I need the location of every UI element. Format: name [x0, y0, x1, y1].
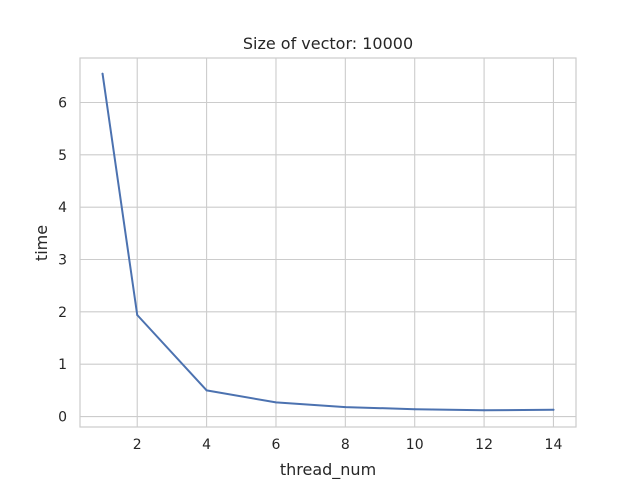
y-axis-label: time	[32, 225, 51, 261]
series-layer	[101, 72, 555, 412]
grid-lines	[80, 58, 576, 427]
data-point	[483, 409, 486, 412]
chart-title: Size of vector: 10000	[243, 34, 413, 53]
data-point	[344, 406, 347, 409]
y-tick-label: 1	[58, 357, 67, 373]
data-point	[274, 401, 277, 404]
y-tick-label: 6	[58, 95, 67, 111]
x-tick-label: 4	[202, 437, 211, 453]
x-tick-label: 12	[475, 437, 493, 453]
data-point	[552, 408, 555, 411]
data-point	[205, 389, 208, 392]
x-axis-label: thread_num	[280, 460, 376, 480]
x-tick-labels: 2 4 6 8 10 12 14	[133, 437, 563, 453]
x-tick-label: 2	[133, 437, 142, 453]
y-tick-label: 5	[58, 148, 67, 164]
y-tick-label: 4	[58, 200, 67, 216]
y-tick-labels: 0 1 2 3 4 5 6	[58, 95, 67, 425]
data-point	[136, 313, 139, 316]
data-point	[413, 408, 416, 411]
x-tick-label: 8	[341, 437, 350, 453]
x-tick-label: 14	[545, 437, 563, 453]
y-tick-label: 0	[58, 410, 67, 426]
x-tick-label: 10	[406, 437, 424, 453]
y-tick-label: 3	[58, 253, 67, 269]
y-tick-label: 2	[58, 305, 67, 321]
plot-frame	[79, 57, 577, 428]
x-tick-label: 6	[272, 437, 281, 453]
series-line	[101, 72, 555, 412]
data-point	[101, 72, 104, 75]
